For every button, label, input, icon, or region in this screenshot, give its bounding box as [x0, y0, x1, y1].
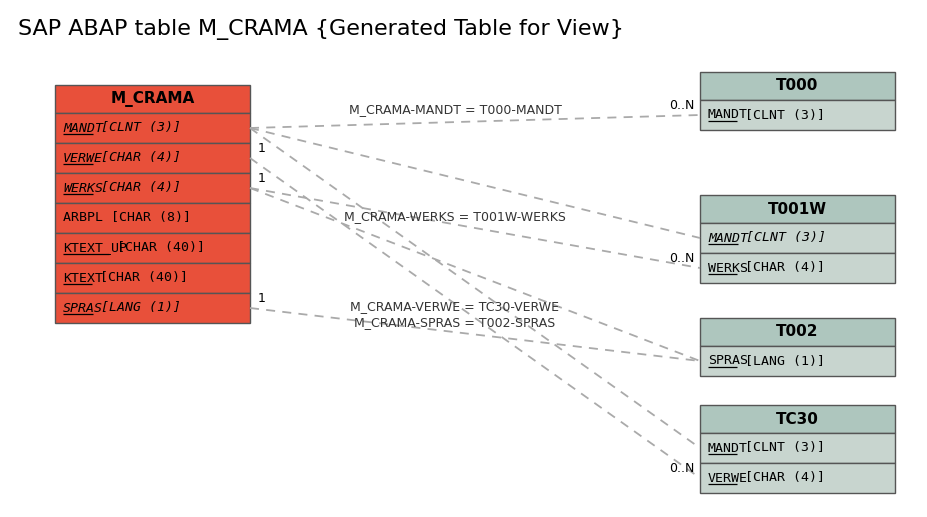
Text: MANDT: MANDT — [708, 109, 748, 121]
Text: [CLNT (3)]: [CLNT (3)] — [738, 232, 826, 245]
Bar — [700, 346, 895, 376]
Text: MANDT: MANDT — [63, 121, 103, 134]
Bar — [55, 203, 250, 233]
Text: 1: 1 — [258, 142, 266, 155]
Text: T000: T000 — [776, 79, 819, 94]
Text: [CLNT (3)]: [CLNT (3)] — [737, 109, 825, 121]
Text: M_CRAMA-SPRAS = T002-SPRAS: M_CRAMA-SPRAS = T002-SPRAS — [354, 316, 555, 329]
Text: [LANG (1)]: [LANG (1)] — [93, 301, 181, 314]
Text: T002: T002 — [776, 325, 819, 340]
Text: SAP ABAP table M_CRAMA {Generated Table for View}: SAP ABAP table M_CRAMA {Generated Table … — [18, 20, 624, 40]
Text: M_CRAMA-VERWE = TC30-VERWE: M_CRAMA-VERWE = TC30-VERWE — [350, 300, 560, 313]
Text: 0..N: 0..N — [669, 99, 695, 112]
Text: [CHAR (4)]: [CHAR (4)] — [93, 151, 181, 164]
Text: [CHAR (4)]: [CHAR (4)] — [93, 181, 181, 194]
Bar — [55, 263, 250, 293]
Text: [CLNT (3)]: [CLNT (3)] — [93, 121, 181, 134]
Bar — [55, 233, 250, 263]
Text: WERKS: WERKS — [63, 181, 103, 194]
Text: 1: 1 — [258, 292, 266, 305]
Bar — [700, 253, 895, 283]
Bar — [700, 318, 895, 346]
Text: WERKS: WERKS — [708, 262, 748, 275]
Text: 0..N: 0..N — [669, 252, 695, 265]
Text: 1: 1 — [258, 172, 266, 185]
Text: SPRAS: SPRAS — [708, 355, 748, 368]
Bar — [55, 173, 250, 203]
Bar — [55, 85, 250, 113]
Text: [CHAR (4)]: [CHAR (4)] — [737, 472, 825, 484]
Bar — [700, 195, 895, 223]
Bar — [55, 143, 250, 173]
Text: KTEXT_UP: KTEXT_UP — [63, 241, 127, 254]
Bar — [700, 463, 895, 493]
Text: M_CRAMA: M_CRAMA — [110, 91, 195, 107]
Bar — [55, 113, 250, 143]
Text: 0..N: 0..N — [669, 462, 695, 475]
Text: VERWE: VERWE — [63, 151, 103, 164]
Text: ARBPL [CHAR (8)]: ARBPL [CHAR (8)] — [63, 211, 191, 224]
Text: [CHAR (4)]: [CHAR (4)] — [737, 262, 825, 275]
Text: MANDT: MANDT — [708, 442, 748, 454]
Text: KTEXT: KTEXT — [63, 271, 103, 284]
Text: [CHAR (40)]: [CHAR (40)] — [92, 271, 188, 284]
Text: TC30: TC30 — [776, 412, 819, 427]
Text: VERWE: VERWE — [708, 472, 748, 484]
Text: [LANG (1)]: [LANG (1)] — [737, 355, 825, 368]
Bar — [700, 100, 895, 130]
Text: M_CRAMA-WERKS = T001W-WERKS: M_CRAMA-WERKS = T001W-WERKS — [344, 210, 566, 223]
Text: SPRAS: SPRAS — [63, 301, 103, 314]
Text: T001W: T001W — [768, 202, 827, 217]
Text: M_CRAMA-MANDT = T000-MANDT: M_CRAMA-MANDT = T000-MANDT — [349, 103, 562, 116]
Text: [CHAR (40)]: [CHAR (40)] — [109, 241, 206, 254]
Bar — [700, 405, 895, 433]
Bar — [700, 433, 895, 463]
Bar — [700, 72, 895, 100]
Text: MANDT: MANDT — [708, 232, 748, 245]
Bar — [55, 293, 250, 323]
Text: [CLNT (3)]: [CLNT (3)] — [737, 442, 825, 454]
Bar — [700, 223, 895, 253]
